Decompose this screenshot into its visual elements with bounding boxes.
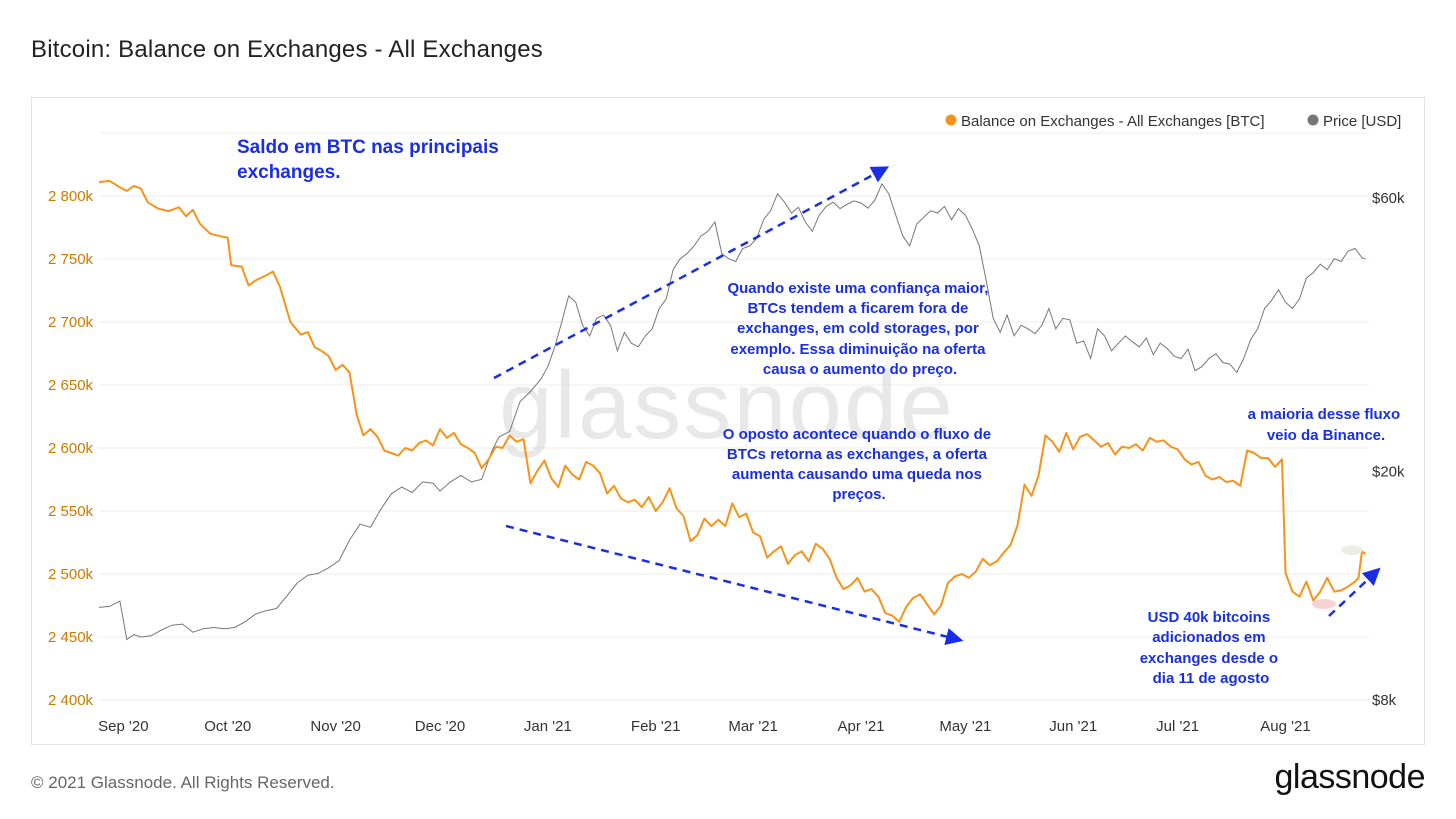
- page-title: Bitcoin: Balance on Exchanges - All Exch…: [31, 36, 543, 63]
- annotation-line: Saldo em BTC nas principais: [237, 137, 499, 158]
- x-tick-label: Feb '21: [631, 718, 681, 735]
- chart-frame: glassnode 2 400k 2 450k 2 500k 2 550k 2 600k…: [31, 97, 1425, 745]
- annotation-line: veio da Binance.: [1267, 427, 1385, 444]
- annotation-binance-note: a maioria desse fluxo veio da Binance.: [1248, 406, 1405, 444]
- annotation-line: BTCs tendem a ficarem fora de: [747, 300, 968, 317]
- right-tick-label: $60k: [1372, 190, 1405, 207]
- legend-balance-label: Balance on Exchanges - All Exchanges [BT…: [961, 113, 1265, 130]
- annotation-august-note: USD 40k bitcoins adicionados em exchange…: [1140, 609, 1283, 687]
- annotation-line: preços.: [832, 486, 885, 503]
- highlight-marker-bottom: [1312, 599, 1336, 609]
- right-axis: $8k $20k $60k: [1372, 190, 1405, 709]
- annotation-line: adicionados em: [1152, 629, 1265, 646]
- watermark: glassnode: [499, 352, 955, 459]
- x-tick-label: Dec '20: [415, 718, 465, 735]
- annotation-line: Quando existe uma confiança maior,: [727, 280, 988, 297]
- copyright-text: © 2021 Glassnode. All Rights Reserved.: [31, 773, 335, 792]
- grid: [99, 132, 1369, 701]
- x-tick-label: May '21: [939, 718, 991, 735]
- annotation-confidence-note: Quando existe uma confiança maior, BTCs …: [727, 280, 992, 378]
- arrow-balance-fall: [505, 524, 964, 646]
- x-tick-label: Mar '21: [728, 718, 778, 735]
- legend-price-label: Price [USD]: [1323, 113, 1401, 130]
- left-tick-label: 2 550k: [48, 503, 94, 520]
- left-tick-label: 2 700k: [48, 314, 94, 331]
- annotation-line: exchanges, em cold storages, por: [737, 320, 979, 337]
- legend: Balance on Exchanges - All Exchanges [BT…: [945, 113, 1401, 130]
- left-tick-label: 2 650k: [48, 377, 94, 394]
- annotation-line: exemplo. Essa diminuição na oferta: [730, 341, 986, 358]
- right-tick-label: $20k: [1372, 464, 1405, 481]
- annotation-line: exchanges desde o: [1140, 650, 1278, 667]
- legend-price-swatch: [1307, 114, 1319, 126]
- x-axis: Sep '20 Oct '20 Nov '20 Dec '20 Jan '21 Feb '…: [98, 718, 1311, 735]
- annotation-line: exchanges.: [237, 162, 341, 183]
- left-tick-label: 2 500k: [48, 566, 94, 583]
- highlight-marker-top: [1341, 545, 1363, 555]
- x-tick-label: Sep '20: [98, 718, 148, 735]
- arrow-price-rise: [493, 166, 890, 380]
- left-axis: 2 400k 2 450k 2 500k 2 550k 2 600k 2 650k 2 70…: [48, 188, 94, 709]
- annotation-line: dia 11 de agosto: [1153, 670, 1270, 687]
- annotation-opposite-note: O oposto acontece quando o fluxo de BTCs…: [723, 426, 996, 503]
- annotation-line: a maioria desse fluxo: [1248, 406, 1401, 423]
- annotation-line: USD 40k bitcoins: [1148, 609, 1271, 626]
- x-tick-label: Jun '21: [1049, 718, 1097, 735]
- x-tick-label: Jan '21: [524, 718, 572, 735]
- price-series-line: [98, 182, 1366, 641]
- annotation-line: O oposto acontece quando o fluxo de: [723, 426, 991, 443]
- x-tick-label: Jul '21: [1156, 718, 1199, 735]
- left-tick-label: 2 600k: [48, 440, 94, 457]
- x-tick-label: Aug '21: [1260, 718, 1310, 735]
- left-tick-label: 2 800k: [48, 188, 94, 205]
- balance-series-line: [98, 179, 1367, 623]
- legend-balance-swatch: [945, 114, 957, 126]
- arrow-august-rise: [1328, 567, 1381, 617]
- left-tick-label: 2 450k: [48, 629, 94, 646]
- chart-canvas: glassnode 2 400k 2 450k 2 500k 2 550k 2 600k…: [48, 113, 1405, 735]
- annotation-line: BTCs retorna as exchanges, a oferta: [727, 446, 988, 463]
- x-tick-label: Apr '21: [837, 718, 884, 735]
- right-tick-label: $8k: [1372, 692, 1397, 709]
- left-tick-label: 2 750k: [48, 251, 94, 268]
- x-tick-label: Oct '20: [204, 718, 251, 735]
- annotation-title-note: Saldo em BTC nas principais exchanges.: [237, 137, 504, 183]
- annotation-line: causa o aumento do preço.: [763, 361, 957, 378]
- left-tick-label: 2 400k: [48, 692, 94, 709]
- glassnode-logo[interactable]: glassnode: [1274, 758, 1425, 796]
- x-tick-label: Nov '20: [310, 718, 360, 735]
- annotation-line: aumenta causando uma queda nos: [732, 466, 982, 483]
